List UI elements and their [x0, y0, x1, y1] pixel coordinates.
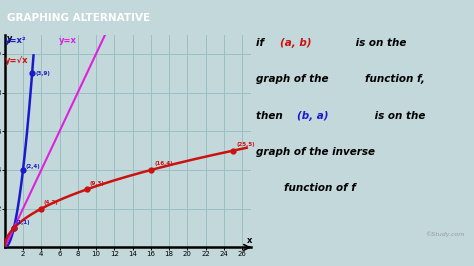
Text: GRAPHING ALTERNATIVE: GRAPHING ALTERNATIVE [7, 13, 150, 23]
Text: (9,3): (9,3) [90, 181, 104, 185]
Text: ©Study.com: ©Study.com [426, 232, 465, 237]
Text: graph of the: graph of the [255, 74, 332, 84]
Text: (2,4): (2,4) [26, 164, 40, 169]
Text: y: y [7, 34, 12, 43]
Text: if: if [255, 38, 267, 48]
Text: (a, b): (a, b) [280, 38, 311, 48]
Text: (4,2): (4,2) [44, 200, 59, 205]
Text: then: then [255, 111, 286, 121]
Text: y=x: y=x [59, 36, 77, 45]
Text: (1,1): (1,1) [15, 220, 30, 225]
Text: function of f: function of f [284, 183, 356, 193]
Text: (25,5): (25,5) [237, 142, 255, 147]
Text: (3,9): (3,9) [36, 71, 51, 76]
Text: is on the: is on the [352, 38, 406, 48]
Text: (16,4): (16,4) [155, 161, 173, 166]
Text: y=√x: y=√x [5, 56, 28, 65]
Text: (b, a): (b, a) [297, 111, 328, 121]
Text: is on the: is on the [371, 111, 426, 121]
Text: graph of the inverse: graph of the inverse [255, 147, 374, 157]
Text: function f,: function f, [365, 74, 425, 84]
Text: x: x [246, 236, 252, 245]
Text: y=x²: y=x² [5, 36, 27, 45]
